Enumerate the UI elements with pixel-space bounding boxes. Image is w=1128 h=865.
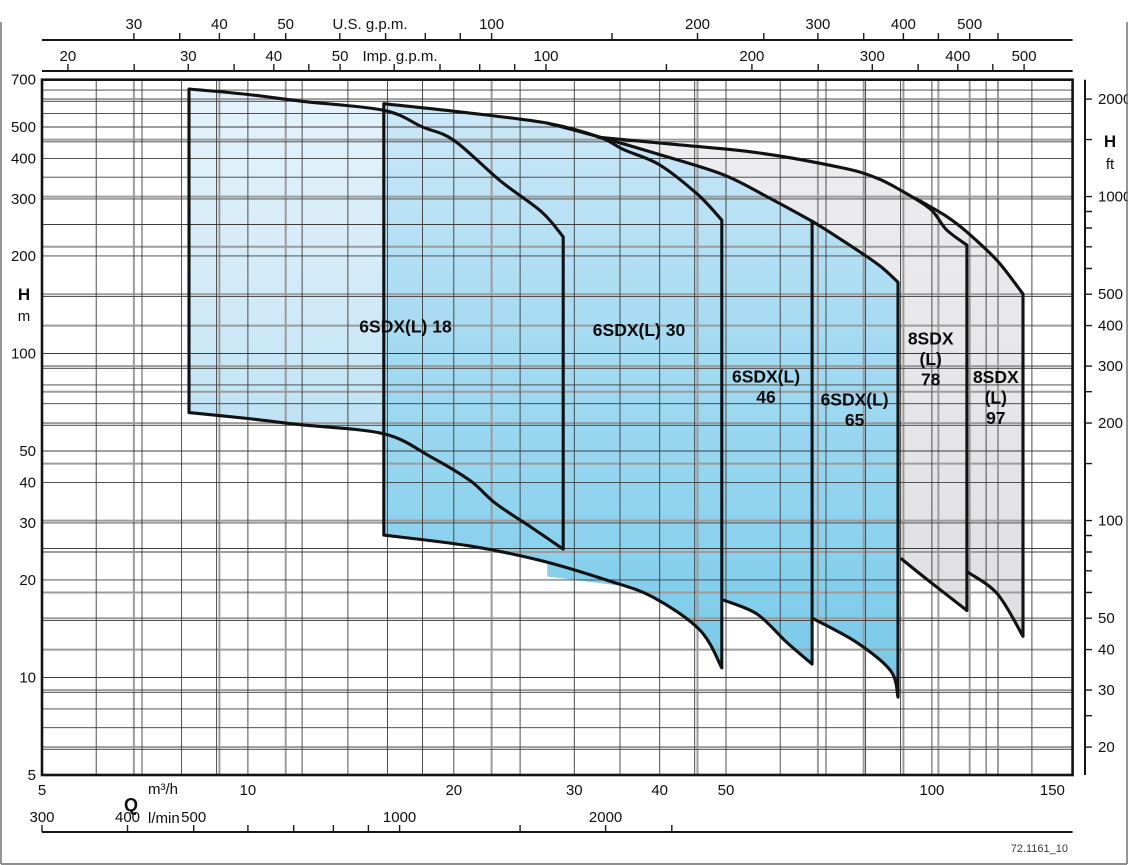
meters-tick-label: 400 <box>11 150 36 167</box>
imp-gpm-tick-label: 200 <box>739 48 764 65</box>
meters-tick-label: 5 <box>28 767 36 784</box>
feet-tick-label: 500 <box>1098 286 1123 303</box>
meters-tick-label: 40 <box>19 474 36 491</box>
meters-tick-label: 10 <box>19 670 36 687</box>
m3h-tick-label: 10 <box>240 782 257 799</box>
feet-tick-label: 200 <box>1098 415 1123 432</box>
meters-tick-label: 700 <box>11 72 36 89</box>
imp-gpm-tick-label: 40 <box>265 48 282 65</box>
us-gpm-tick-label: 500 <box>957 16 982 33</box>
imp-gpm-tick-label: 400 <box>945 48 970 65</box>
lmin-tick-label: 500 <box>181 809 206 826</box>
envelope-fill-6sdx-l-30 <box>383 103 722 668</box>
envelope-outlines <box>187 87 1025 699</box>
feet-tick-label: 20 <box>1098 739 1115 756</box>
pump-label-6sdx-l-30: 6SDX(L) 30 <box>593 320 686 340</box>
envelope-outline-8sdx-l-97 <box>915 197 1025 638</box>
head-symbol-right: H <box>1104 132 1116 151</box>
us-gpm-tick-label: 50 <box>277 16 294 33</box>
us-gpm-tick-label: 30 <box>126 16 143 33</box>
us-gpm-tick-label: 400 <box>891 16 916 33</box>
feet-tick-label: 300 <box>1098 358 1123 375</box>
feet-tick-label: 400 <box>1098 318 1123 335</box>
us-gpm-tick-label: 300 <box>805 16 830 33</box>
pump-label-6sdx-l-65: 6SDX(L) 65 <box>821 390 889 431</box>
imp-gpm-tick-label: 300 <box>860 48 885 65</box>
m3h-unit-label: m³/h <box>148 781 178 798</box>
m3h-tick-label: 50 <box>718 782 735 799</box>
us-gpm-tick-label: 40 <box>211 16 228 33</box>
lmin-tick-label: 400 <box>115 809 140 826</box>
feet-tick-label: 2000 <box>1098 91 1128 108</box>
pump-label-8sdx-l-78: 8SDX (L) 78 <box>908 329 954 390</box>
m3h-tick-label: 20 <box>445 782 462 799</box>
meters-tick-label: 300 <box>11 191 36 208</box>
feet-tick-label: 50 <box>1098 610 1115 627</box>
feet-tick-label: 100 <box>1098 513 1123 530</box>
plot-frame <box>40 78 1074 777</box>
envelope-outline-6sdx-l-18 <box>187 87 565 551</box>
lmin-unit-label: l/min <box>148 810 180 827</box>
meters-tick-label: 200 <box>11 248 36 265</box>
pump-model-labels: 8SDX (L) 97 8SDX (L) 78 6SDX(L) 65 6SDX(L) 46 6SDX… <box>359 317 1019 431</box>
figure-code: 72.1161_10 <box>1011 843 1068 855</box>
m3h-tick-label: 40 <box>651 782 668 799</box>
envelope-outline-6sdx-l-46 <box>545 121 814 666</box>
meters-tick-label: 500 <box>11 119 36 136</box>
m3h-tick-label: 5 <box>38 782 46 799</box>
envelope-outline-6sdx-l-65 <box>810 219 900 699</box>
flow-symbol: Q <box>124 795 138 815</box>
pump-label-6sdx-l-18: 6SDX(L) 18 <box>359 317 452 337</box>
m3h-tick-label: 150 <box>1040 782 1065 799</box>
frame <box>40 78 1074 777</box>
us-gpm-tick-label: 200 <box>685 16 710 33</box>
us-gpm-axis-title: U.S. g.p.m. <box>332 16 407 33</box>
lmin-tick-label: 300 <box>29 809 54 826</box>
axis-ticks <box>41 33 1092 832</box>
head-symbol-left: H <box>18 285 30 304</box>
imp-gpm-tick-label: 100 <box>533 48 558 65</box>
reference-gridlines-gray <box>42 79 1073 775</box>
meters-tick-label: 100 <box>11 346 36 363</box>
meters-tick-label: 30 <box>19 515 36 532</box>
imp-gpm-tick-label: 50 <box>332 48 349 65</box>
axes: 30 40 50 100 200 300 400 500 20 30 40 50 100 200 300 40… <box>11 16 1128 833</box>
imp-gpm-axis-title: Imp. g.p.m. <box>362 48 437 65</box>
us-gpm-tick-label: 100 <box>479 16 504 33</box>
imp-gpm-tick-label: 30 <box>180 48 197 65</box>
feet-unit-label: ft <box>1106 156 1115 173</box>
lmin-tick-label: 2000 <box>589 809 622 826</box>
envelope-outline-6sdx-l-30 <box>382 102 724 670</box>
envelope-outline-8sdx-l-78 <box>596 135 969 613</box>
m3h-tick-label: 100 <box>919 782 944 799</box>
feet-tick-label: 40 <box>1098 642 1115 659</box>
meters-unit-label: m <box>18 308 31 325</box>
feet-tick-label: 30 <box>1098 682 1115 699</box>
meters-tick-label: 20 <box>19 572 36 589</box>
generated-chart-layers: 30 40 50 100 200 300 400 500 20 30 40 50 100 200 300 40… <box>11 16 1128 833</box>
m3h-tick-label: 30 <box>566 782 583 799</box>
pump-label-8sdx-l-97: 8SDX (L) 97 <box>973 367 1019 428</box>
lmin-tick-label: 1000 <box>383 809 416 826</box>
gray-gridlines <box>42 79 1073 775</box>
page-border <box>0 22 1128 865</box>
pump-label-6sdx-l-46: 6SDX(L) 46 <box>732 366 800 407</box>
feet-tick-label: 1000 <box>1098 189 1128 206</box>
imp-gpm-tick-label: 500 <box>1012 48 1037 65</box>
meters-tick-label: 50 <box>19 443 36 460</box>
imp-gpm-tick-label: 20 <box>60 48 77 65</box>
